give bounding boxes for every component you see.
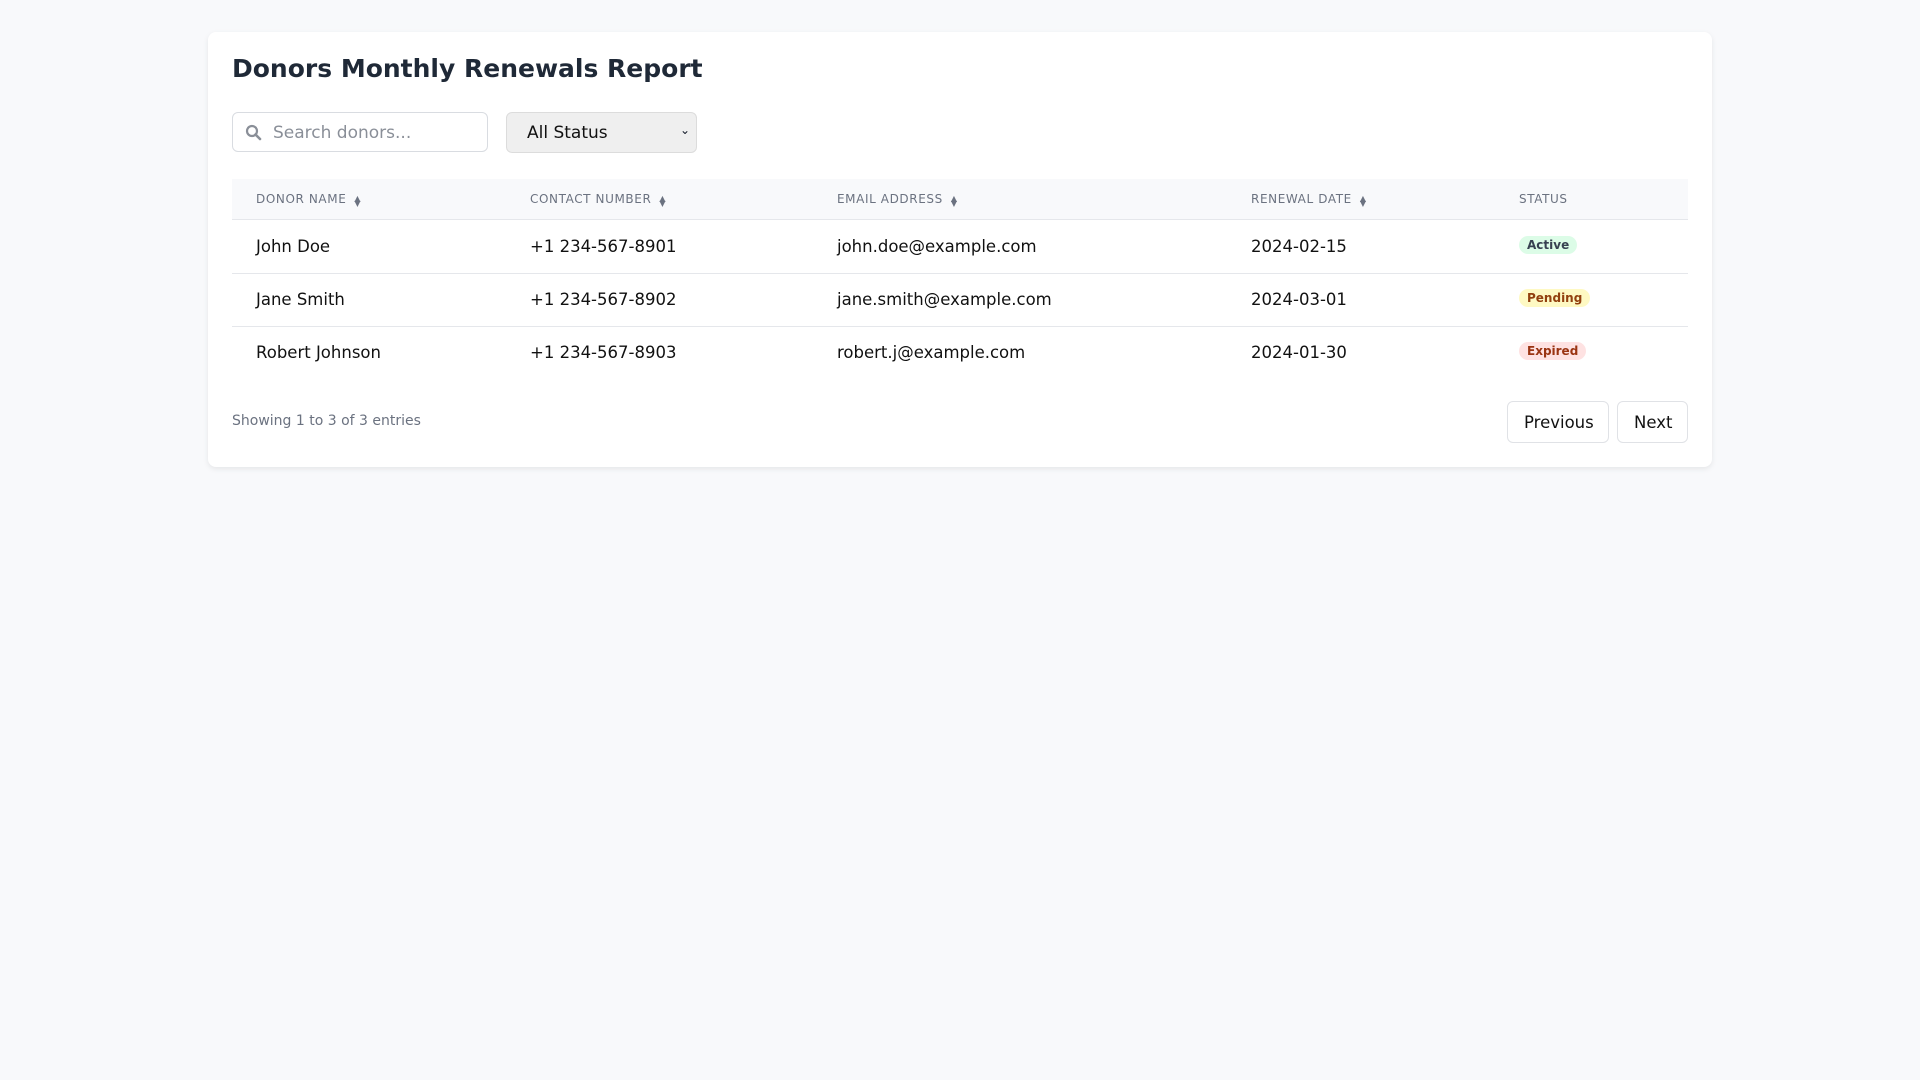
email-address: jane.smith@example.com — [837, 290, 1052, 309]
page-title: Donors Monthly Renewals Report — [232, 54, 703, 83]
search-input[interactable] — [271, 113, 485, 153]
contact-number: +1 234-567-8901 — [530, 237, 677, 256]
column-label: CONTACT NUMBER — [530, 192, 652, 206]
entries-summary: Showing 1 to 3 of 3 entries — [232, 413, 421, 429]
previous-button[interactable]: Previous — [1507, 401, 1609, 443]
search-box[interactable] — [232, 112, 488, 153]
table-row: Robert Johnson +1 234-567-8903 robert.j@… — [232, 326, 1688, 379]
table-row: Jane Smith +1 234-567-8902 jane.smith@ex… — [232, 273, 1688, 327]
column-header-contact-number[interactable]: CONTACT NUMBER ▲ ▼ — [530, 192, 667, 208]
renewal-date: 2024-02-15 — [1251, 237, 1347, 256]
sort-icon: ▲ ▼ — [1359, 193, 1367, 208]
column-label: RENEWAL DATE — [1251, 192, 1352, 206]
contact-number: +1 234-567-8902 — [530, 290, 677, 309]
table-header: DONOR NAME ▲ ▼ CONTACT NUMBER ▲ ▼ EMAIL ADDR… — [232, 179, 1688, 220]
renewal-date: 2024-01-30 — [1251, 343, 1347, 362]
email-address: john.doe@example.com — [837, 237, 1037, 256]
donor-name: Robert Johnson — [256, 343, 381, 362]
status-badge: Expired — [1519, 342, 1587, 360]
renewal-date: 2024-03-01 — [1251, 290, 1347, 309]
sort-icon: ▲ ▼ — [659, 193, 667, 208]
contact-number: +1 234-567-8903 — [530, 343, 677, 362]
status-filter-select[interactable]: All Status ⌄ — [506, 112, 697, 153]
sort-icon: ▲ ▼ — [950, 193, 958, 208]
column-label: STATUS — [1519, 192, 1568, 206]
table-row: John Doe +1 234-567-8901 john.doe@exampl… — [232, 220, 1688, 274]
column-label: DONOR NAME — [256, 192, 347, 206]
status-badge: Pending — [1519, 289, 1591, 307]
column-header-email-address[interactable]: EMAIL ADDRESS ▲ ▼ — [837, 192, 958, 208]
status-badge: Active — [1519, 236, 1578, 254]
column-header-renewal-date[interactable]: RENEWAL DATE ▲ ▼ — [1251, 192, 1367, 208]
column-label: EMAIL ADDRESS — [837, 192, 943, 206]
chevron-down-icon: ⌄ — [679, 123, 690, 137]
next-button[interactable]: Next — [1617, 401, 1688, 443]
email-address: robert.j@example.com — [837, 343, 1026, 362]
status-filter-value: All Status — [527, 123, 608, 143]
donor-name: John Doe — [256, 237, 331, 256]
column-header-donor-name[interactable]: DONOR NAME ▲ ▼ — [256, 192, 362, 208]
report-card: Donors Monthly Renewals Report All Statu… — [208, 32, 1712, 467]
column-header-status: STATUS — [1519, 192, 1568, 206]
donor-name: Jane Smith — [256, 290, 345, 309]
sort-icon: ▲ ▼ — [354, 193, 362, 208]
search-icon — [245, 124, 262, 141]
